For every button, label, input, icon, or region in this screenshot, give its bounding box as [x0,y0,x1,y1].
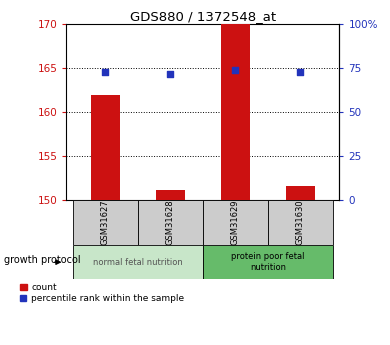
Text: normal fetal nutrition: normal fetal nutrition [93,258,183,267]
Bar [203,245,333,279]
Bar [268,200,333,245]
Bar [91,95,120,200]
Bar [156,189,185,200]
Bar [221,24,250,200]
Bar [285,186,315,200]
Bar [138,200,203,245]
Point [232,67,238,73]
Bar [73,245,203,279]
Bar [73,200,138,245]
Point [297,69,303,75]
Text: GSM31628: GSM31628 [166,200,175,245]
Text: GSM31627: GSM31627 [101,200,110,245]
Title: GDS880 / 1372548_at: GDS880 / 1372548_at [130,10,276,23]
Point [102,69,108,75]
Bar [203,200,268,245]
Text: growth protocol: growth protocol [4,256,80,265]
Text: protein poor fetal
nutrition: protein poor fetal nutrition [231,252,305,272]
Text: GSM31630: GSM31630 [296,200,305,245]
Text: GSM31629: GSM31629 [231,200,240,245]
Legend: count, percentile rank within the sample: count, percentile rank within the sample [20,283,184,303]
Point [167,71,174,77]
